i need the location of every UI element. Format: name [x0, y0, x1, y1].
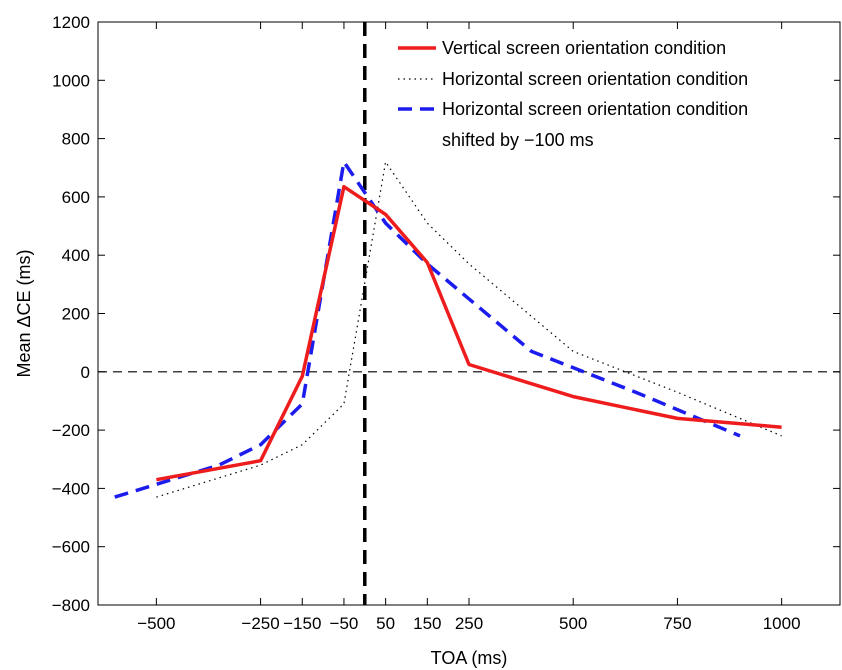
x-axis-label: TOA (ms) — [431, 648, 508, 668]
y-tick-label: 600 — [62, 188, 90, 207]
legend-label-horizontal: Horizontal screen orientation condition — [442, 69, 748, 89]
x-tick-label: −50 — [330, 614, 359, 633]
x-tick-label: 50 — [376, 614, 395, 633]
legend-background — [390, 32, 834, 156]
x-tick-label: 150 — [413, 614, 441, 633]
x-tick-label: 750 — [663, 614, 691, 633]
y-tick-label: 200 — [62, 305, 90, 324]
y-tick-label: 800 — [62, 130, 90, 149]
y-tick-label: −400 — [52, 479, 90, 498]
legend: Vertical screen orientation condition Ho… — [390, 32, 834, 156]
series-line-horizontal — [156, 161, 782, 498]
y-tick-label: 1000 — [52, 71, 90, 90]
y-tick-label: 0 — [81, 363, 90, 382]
y-axis-label: Mean ΔCE (ms) — [14, 249, 34, 377]
x-tick-label: −500 — [137, 614, 175, 633]
y-tick-label: −800 — [52, 596, 90, 615]
y-tick-label: −200 — [52, 421, 90, 440]
legend-label-vertical: Vertical screen orientation condition — [442, 38, 726, 58]
y-tick-label: −600 — [52, 538, 90, 557]
x-tick-label: −250 — [241, 614, 279, 633]
x-tick-label: −150 — [283, 614, 321, 633]
x-tick-label: 500 — [559, 614, 587, 633]
series-layer — [114, 160, 782, 499]
ticks: −800 −600 −400 −200 0 200 400 600 800 1000 1200 −50… — [52, 13, 840, 633]
y-tick-label: 400 — [62, 246, 90, 265]
legend-label-horizontal-shifted: Horizontal screen orientation condition — [442, 99, 748, 119]
reference-lines — [98, 22, 840, 605]
series-line-vertical — [156, 184, 782, 482]
x-tick-label: 250 — [455, 614, 483, 633]
legend-label-horizontal-shifted-line2: shifted by −100 ms — [442, 130, 594, 150]
series-line-horizontal-shifted — [114, 160, 741, 499]
x-tick-label: 1000 — [763, 614, 801, 633]
y-tick-label: 1200 — [52, 13, 90, 32]
